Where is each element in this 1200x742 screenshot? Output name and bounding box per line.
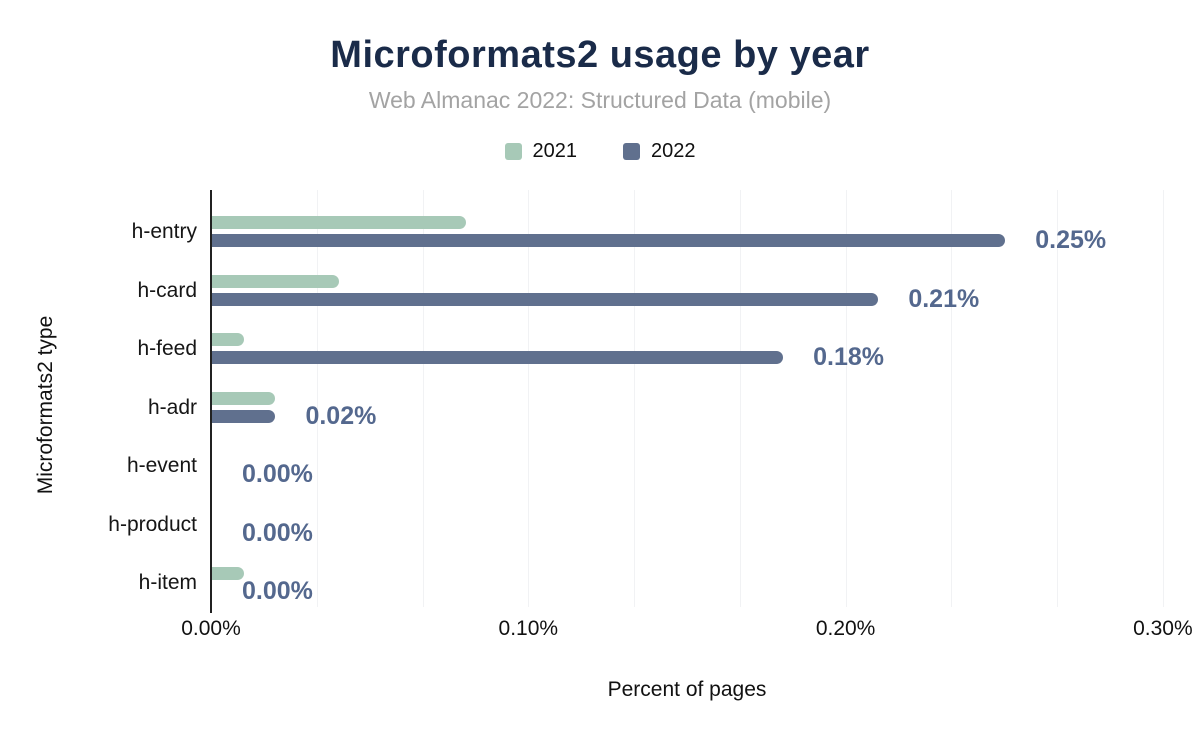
x-tick-0.20%: 0.20% — [815, 617, 876, 640]
legend-swatch-2021 — [504, 143, 522, 160]
gridline — [739, 190, 741, 607]
value-label-h-card: 0.21% — [908, 284, 980, 313]
bar-2022-h-entry — [212, 234, 1006, 247]
value-label-h-item: 0.00% — [242, 577, 313, 605]
gridline — [422, 190, 424, 607]
value-label-h-product: 0.00% — [242, 518, 313, 547]
legend-item-2021: 2021 — [504, 140, 578, 163]
category-label-h-entry: h-entry — [131, 220, 197, 243]
category-label-h-product: h-product — [108, 512, 197, 536]
category-label-h-feed: h-feed — [137, 337, 197, 360]
y-axis-line — [210, 190, 212, 613]
x-tick-0.10%: 0.10% — [498, 617, 559, 640]
bar-2022-h-adr — [212, 409, 276, 423]
category-label-h-card: h-card — [137, 278, 197, 302]
category-label-h-item: h-item — [138, 571, 197, 594]
legend-label-2022: 2022 — [651, 140, 696, 162]
gridline — [528, 190, 530, 607]
gridline — [316, 190, 318, 607]
category-label-h-event: h-event — [126, 454, 197, 477]
bar-2021-h-entry — [212, 216, 466, 229]
chart-subtitle: Web Almanac 2022: Structured Data (mobil… — [368, 87, 832, 113]
y-axis-title: Microformats2 type — [34, 315, 57, 495]
x-tick-0.00%: 0.00% — [181, 617, 241, 640]
x-tick-0.30%: 0.30% — [1133, 617, 1193, 640]
gridline — [1162, 190, 1164, 607]
chart-title: Microformats2 usage by year — [330, 34, 870, 76]
x-axis-title: Percent of pages — [607, 678, 767, 701]
gridline — [845, 190, 847, 607]
value-label-h-event: 0.00% — [242, 460, 313, 488]
gridline — [634, 190, 636, 607]
value-label-h-adr: 0.02% — [305, 401, 377, 430]
bar-2021-h-item — [212, 567, 244, 580]
legend-swatch-2022 — [623, 143, 640, 160]
legend-item-2022: 2022 — [623, 140, 696, 163]
bar-2021-h-card — [212, 274, 339, 288]
bar-2021-h-feed — [212, 333, 244, 346]
legend-label-2021: 2021 — [532, 140, 578, 162]
gridline — [951, 190, 953, 607]
bar-2022-h-card — [212, 292, 879, 306]
gridline — [1057, 190, 1059, 607]
bar-2022-h-feed — [212, 351, 784, 364]
legend: 2021 2022 — [0, 140, 1200, 163]
value-label-h-feed: 0.18% — [813, 343, 885, 371]
bar-2021-h-adr — [212, 391, 276, 405]
category-label-h-adr: h-adr — [147, 395, 197, 419]
value-label-h-entry: 0.25% — [1035, 226, 1107, 254]
